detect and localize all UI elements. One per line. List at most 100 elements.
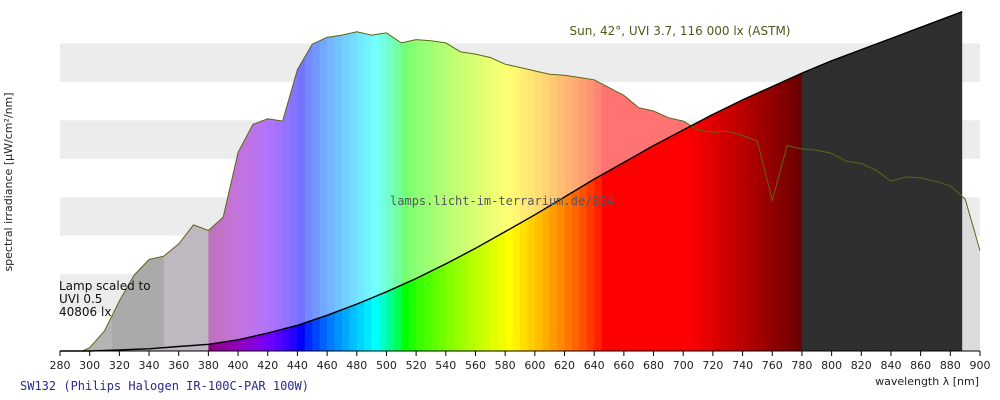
sun-fill-strip (356, 31, 365, 351)
lamp-fill-strip (698, 11, 707, 351)
sun-fill-strip (423, 31, 432, 351)
lamp-fill-strip (623, 11, 632, 351)
lamp-fill-strip (920, 11, 929, 351)
x-tick-label: 640 (584, 359, 605, 372)
lamp-fill-strip (816, 11, 825, 351)
lamp-fill-strip (861, 11, 870, 351)
x-tick-label: 360 (168, 359, 189, 372)
x-tick-label: 680 (643, 359, 664, 372)
lamp-fill-strip (660, 11, 669, 351)
lamp-fill-strip (787, 11, 796, 351)
x-tick-label: 540 (435, 359, 456, 372)
lamp-fill-strip (950, 11, 959, 351)
sun-fill-strip (334, 31, 343, 351)
sun-fill-strip (445, 31, 454, 351)
sun-fill-strip (267, 31, 276, 351)
x-tick-label: 700 (673, 359, 694, 372)
lamp-fill-strip (913, 11, 922, 351)
sun-fill-strip (386, 31, 395, 351)
lamp-fill-strip (668, 11, 677, 351)
sun-fill-strip (527, 31, 536, 351)
sun-fill-strip (438, 31, 447, 351)
lamp-fill-strip (772, 11, 781, 351)
sun-fill-strip (482, 31, 491, 351)
sun-fill-strip (549, 31, 558, 351)
x-tick-label: 280 (50, 359, 71, 372)
sun-fill-strip (312, 31, 321, 351)
x-tick-label: 760 (762, 359, 783, 372)
lamp-fill-strip (935, 11, 944, 351)
x-tick-label: 740 (732, 359, 753, 372)
lamp-fill-strip (942, 11, 951, 351)
x-tick-label: 620 (554, 359, 575, 372)
sun-fill-strip (468, 31, 477, 351)
sun-fill-strip (557, 31, 566, 351)
sun-fill-strip (542, 31, 551, 351)
lamp-fill-strip (890, 11, 899, 351)
lamp-fill-strip (609, 11, 618, 351)
sun-fill-strip (252, 31, 261, 351)
lamp-fill-strip (750, 11, 759, 351)
sun-fill-strip (379, 31, 388, 351)
lamp-fill-strip (876, 11, 885, 351)
sun-fill-strip (304, 31, 313, 351)
sun-fill-strip (260, 31, 269, 351)
sun-fill-strip (460, 31, 469, 351)
lamp-fill-strip (690, 11, 699, 351)
x-tick-label: 300 (79, 359, 100, 372)
lamp-fill-strip (831, 11, 840, 351)
lamp-fill-strip (868, 11, 877, 351)
x-tick-label: 460 (317, 359, 338, 372)
lamp-fill-strip (898, 11, 907, 351)
lamp-fill-strip (705, 11, 714, 351)
x-tick-label: 380 (198, 359, 219, 372)
lamp-fill-strip (653, 11, 662, 351)
sun-fill-strip (497, 31, 506, 351)
x-tick-label: 720 (702, 359, 723, 372)
lamp-spectrum-line (60, 11, 963, 352)
lamp-fill-strip (764, 11, 773, 351)
lamp-fill-strip (794, 11, 803, 351)
x-tick-label: 860 (910, 359, 931, 372)
sun-fill-strip (408, 31, 417, 351)
lamp-fill-strip (779, 11, 788, 351)
lamp-title: SW132 (Philips Halogen IR-100C-PAR 100W) (20, 379, 309, 393)
lamp-fill-strip (601, 11, 610, 351)
lamp-fill-strip (905, 11, 914, 351)
sun-fill-strip (534, 31, 543, 351)
x-axis-label: wavelength λ [nm] (875, 375, 979, 388)
lamp-label-line-1: Lamp scaled to (59, 279, 151, 293)
lamp-fill-strip (631, 11, 640, 351)
sun-spectrum-line (82, 31, 981, 352)
x-tick-label: 480 (346, 359, 367, 372)
lamp-fill-strip (839, 11, 848, 351)
lamp-fill-strip (853, 11, 862, 351)
x-tick-label: 900 (970, 359, 991, 372)
sun-fill-strip (416, 31, 425, 351)
lamp-fill-strip (757, 11, 766, 351)
lamp-fill-strip (801, 11, 810, 351)
lamp-label-line-2: UVI 0.5 (59, 292, 102, 306)
sun-fill-strip (275, 31, 284, 351)
sun-fill-strip (297, 31, 306, 351)
sun-fill-strip (430, 31, 439, 351)
lamp-fill-strip (742, 11, 751, 351)
x-tick-label: 400 (228, 359, 249, 372)
x-tick-label: 500 (376, 359, 397, 372)
x-tick-label: 440 (287, 359, 308, 372)
sun-fill-strip (282, 31, 291, 351)
x-tick-label: 840 (880, 359, 901, 372)
x-tick-label: 320 (109, 359, 130, 372)
lamp-fill-strip (683, 11, 692, 351)
lamp-fill-strip (809, 11, 818, 351)
lamp-label-line-3: 40806 lx (59, 305, 111, 319)
lamp-fill-strip (594, 11, 603, 351)
lamp-fill-strip (957, 11, 963, 351)
x-tick-label: 420 (257, 359, 278, 372)
x-tick-label: 820 (851, 359, 872, 372)
x-tick-label: 560 (465, 359, 486, 372)
lamp-fill-strip (675, 11, 684, 351)
x-axis-ticks: 280 300 320 340 360 380 400 420 440 460 480 500 520 5… (50, 351, 991, 372)
y-axis-label: spectral irradiance [µW/cm²/nm] (2, 92, 15, 271)
x-tick-label: 580 (495, 359, 516, 372)
